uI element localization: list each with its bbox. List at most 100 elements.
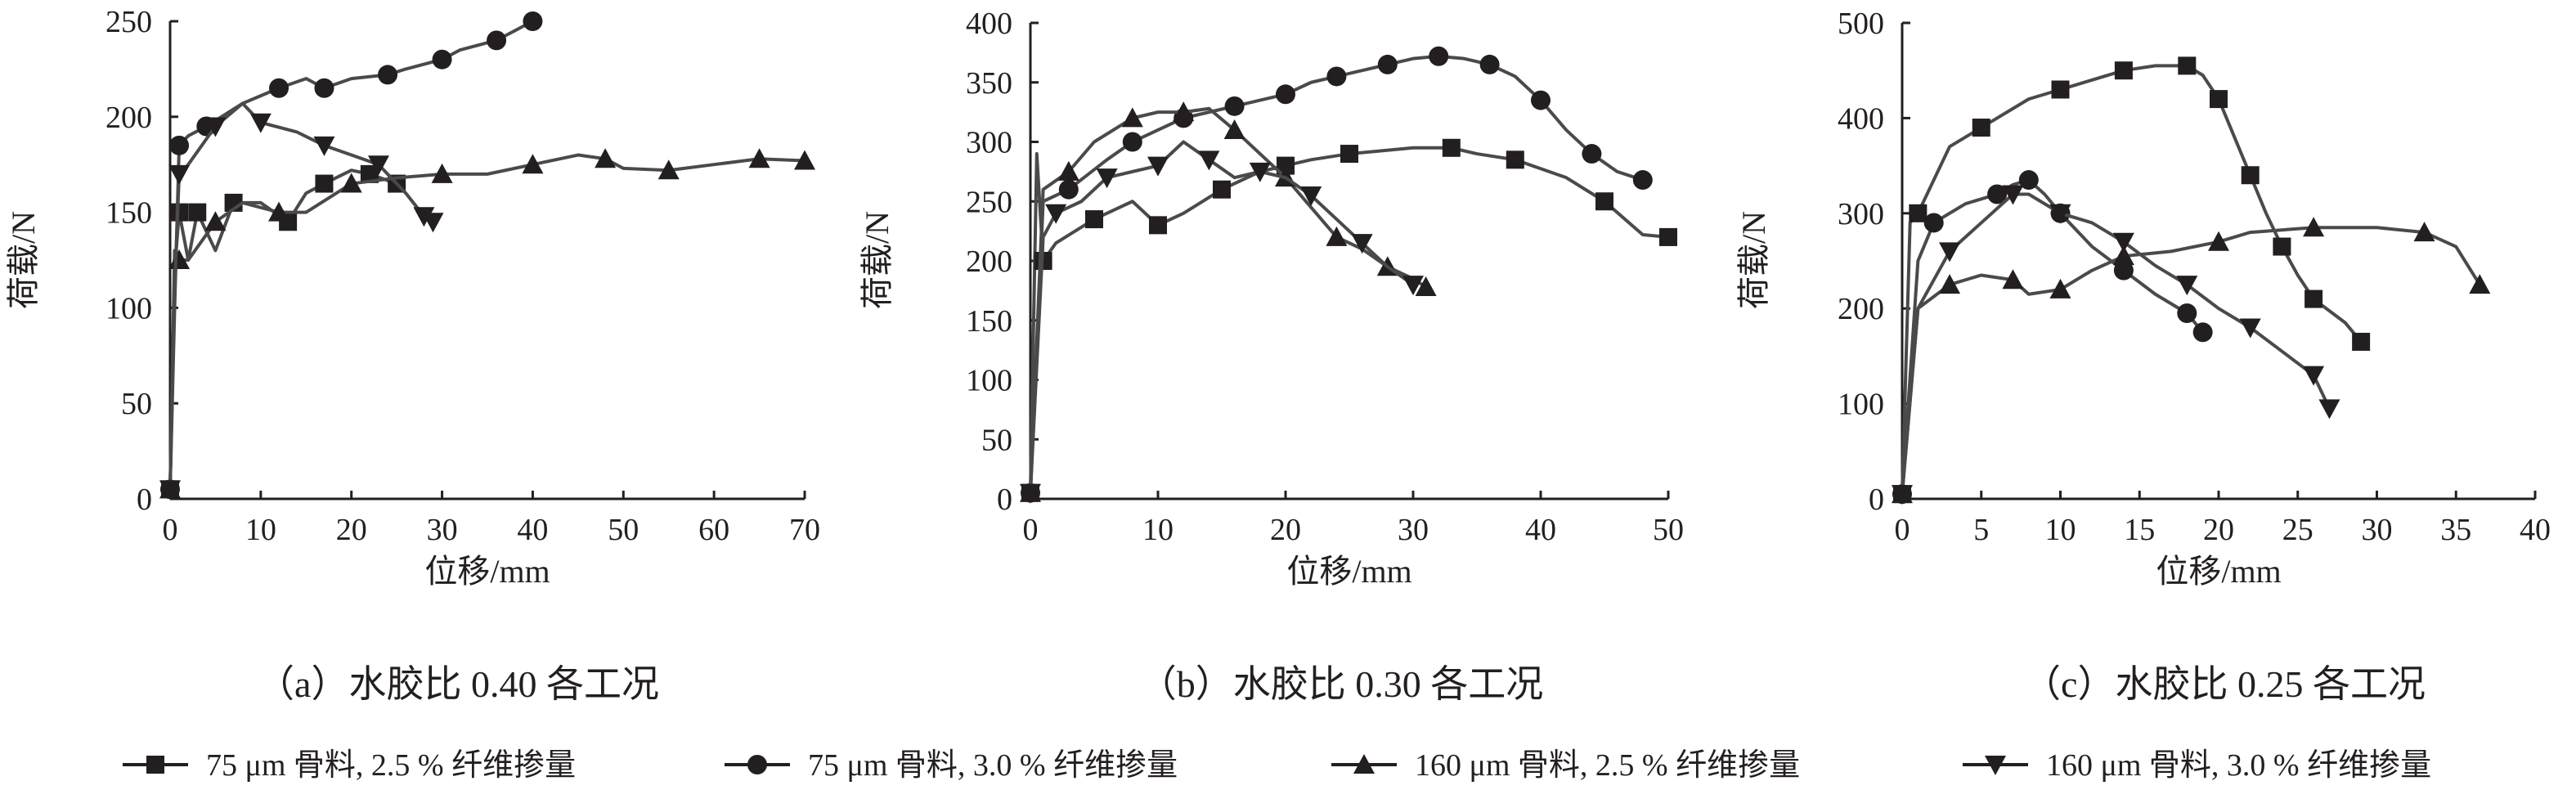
data-point-square — [1442, 138, 1461, 157]
data-point-triangle-down — [2002, 185, 2024, 205]
data-point-circle — [378, 65, 398, 85]
data-point-triangle-down — [1045, 204, 1067, 224]
legend-label: 75 μm 骨料, 3.0 % 纤维掺量 — [808, 748, 1178, 783]
data-point-triangle — [268, 201, 290, 222]
data-point-triangle — [1121, 107, 1143, 128]
data-point-triangle — [1173, 101, 1195, 122]
chart-caption: （c）水胶比 0.25 各工况 — [2023, 663, 2426, 705]
data-point-triangle-down — [1300, 186, 1322, 206]
x-tick-label: 70 — [789, 513, 820, 547]
y-tick-label: 400 — [1838, 101, 1884, 136]
y-tick-label: 500 — [1838, 7, 1884, 41]
legend-item: 75 μm 骨料, 3.0 % 纤维掺量 — [725, 748, 1178, 783]
data-point-triangle-down — [413, 207, 435, 227]
data-point-circle — [269, 78, 289, 98]
data-point-triangle-down — [249, 113, 272, 133]
legend-label: 75 μm 骨料, 2.5 % 纤维掺量 — [206, 748, 576, 783]
data-point-triangle — [431, 163, 453, 183]
chart-panel-a: 荷载/N 位移/mm （a）水胶比 0.40 各工况 0501001502002… — [5, 5, 820, 705]
legend-triangle-down-marker-icon — [1963, 756, 2028, 775]
data-point-triangle-down — [1020, 483, 1041, 504]
data-point-circle — [1276, 84, 1295, 105]
data-point-triangle-down — [1939, 242, 1961, 263]
x-tick-label: 60 — [698, 513, 729, 547]
chart-caption: （a）水胶比 0.40 各工况 — [257, 663, 659, 705]
data-point-triangle-down — [1402, 276, 1424, 296]
chart-panel-b: 荷载/N 位移/mm （b）水胶比 0.30 各工况 0501001502002… — [859, 7, 1684, 705]
data-point-square — [2352, 332, 2371, 351]
series-triangle-down — [1020, 140, 1424, 504]
series-line — [168, 153, 806, 490]
series-triangle-down — [1892, 185, 2340, 505]
x-tick-label: 15 — [2124, 513, 2155, 547]
legend-label: 160 μm 骨料, 3.0 % 纤维掺量 — [2046, 748, 2431, 783]
legend-triangle-marker-icon — [1331, 754, 1397, 774]
data-point-triangle-down — [1892, 485, 1913, 505]
data-point-square — [360, 164, 379, 183]
data-point-square — [1506, 150, 1524, 169]
data-point-triangle — [522, 154, 544, 174]
data-point-triangle-down — [367, 155, 389, 176]
y-tick-label: 250 — [105, 5, 152, 39]
data-point-circle — [1429, 46, 1449, 66]
data-point-square — [1277, 156, 1295, 175]
data-point-square — [2273, 237, 2291, 256]
data-point-square — [1340, 145, 1358, 164]
x-tick-label: 0 — [163, 513, 178, 547]
x-tick-label: 30 — [2362, 513, 2393, 547]
data-point-triangle-down — [2176, 276, 2198, 296]
series-line — [1901, 226, 2481, 495]
x-axis-title: 位移/mm — [2156, 553, 2281, 590]
data-point-square — [1909, 204, 1928, 222]
y-tick-label: 400 — [966, 7, 1012, 41]
y-tick-label: 200 — [1838, 292, 1884, 326]
x-tick-label: 30 — [1398, 513, 1429, 547]
data-point-circle — [1479, 54, 1500, 74]
x-tick-label: 10 — [2045, 513, 2076, 547]
data-point-triangle-down — [2239, 318, 2261, 339]
y-axis-title: 荷载/N — [1735, 211, 1772, 309]
y-tick-label: 300 — [966, 126, 1012, 160]
series-triangle-down — [159, 101, 444, 500]
data-point-square — [2241, 166, 2260, 185]
data-point-circle — [487, 30, 507, 51]
data-point-triangle — [1415, 276, 1437, 297]
data-point-triangle-down — [1096, 168, 1118, 189]
data-point-triangle-down — [2303, 366, 2325, 386]
data-point-circle — [1987, 184, 2008, 204]
x-tick-label: 40 — [1525, 513, 1556, 547]
data-point-square — [1595, 192, 1613, 211]
data-point-triangle — [748, 148, 770, 168]
y-tick-label: 200 — [966, 245, 1012, 279]
legend: 75 μm 骨料, 2.5 % 纤维掺量 75 μm 骨料, 3.0 % 纤维掺… — [123, 748, 2431, 783]
data-point-triangle — [2303, 217, 2325, 237]
y-tick-label: 50 — [121, 387, 152, 421]
data-point-triangle — [2049, 278, 2071, 299]
data-point-triangle — [204, 211, 227, 231]
data-point-triangle — [168, 249, 191, 269]
series-triangle — [159, 148, 815, 499]
data-point-square — [315, 174, 334, 193]
data-point-circle — [1058, 179, 1079, 200]
x-tick-label: 35 — [2440, 513, 2471, 547]
y-tick-label: 0 — [1869, 483, 1884, 517]
data-point-circle — [1224, 96, 1245, 116]
data-point-square — [2178, 56, 2197, 75]
series-triangle — [1892, 217, 2491, 504]
legend-marker — [1353, 754, 1375, 774]
series-line — [1029, 146, 1669, 493]
legend-item: 160 μm 骨料, 2.5 % 纤维掺量 — [1331, 748, 1800, 783]
x-tick-label: 40 — [517, 513, 548, 547]
data-point-square — [1213, 180, 1231, 199]
series-triangle — [1020, 101, 1437, 502]
y-tick-label: 150 — [105, 196, 152, 231]
legend-marker — [1985, 756, 2006, 775]
data-point-triangle-down — [204, 117, 227, 137]
data-point-triangle — [340, 173, 362, 193]
data-point-triangle-down — [2112, 232, 2134, 253]
data-point-circle — [1582, 144, 1602, 164]
x-tick-label: 0 — [1023, 513, 1039, 547]
series-line — [1901, 192, 2331, 495]
y-tick-label: 100 — [105, 291, 152, 325]
